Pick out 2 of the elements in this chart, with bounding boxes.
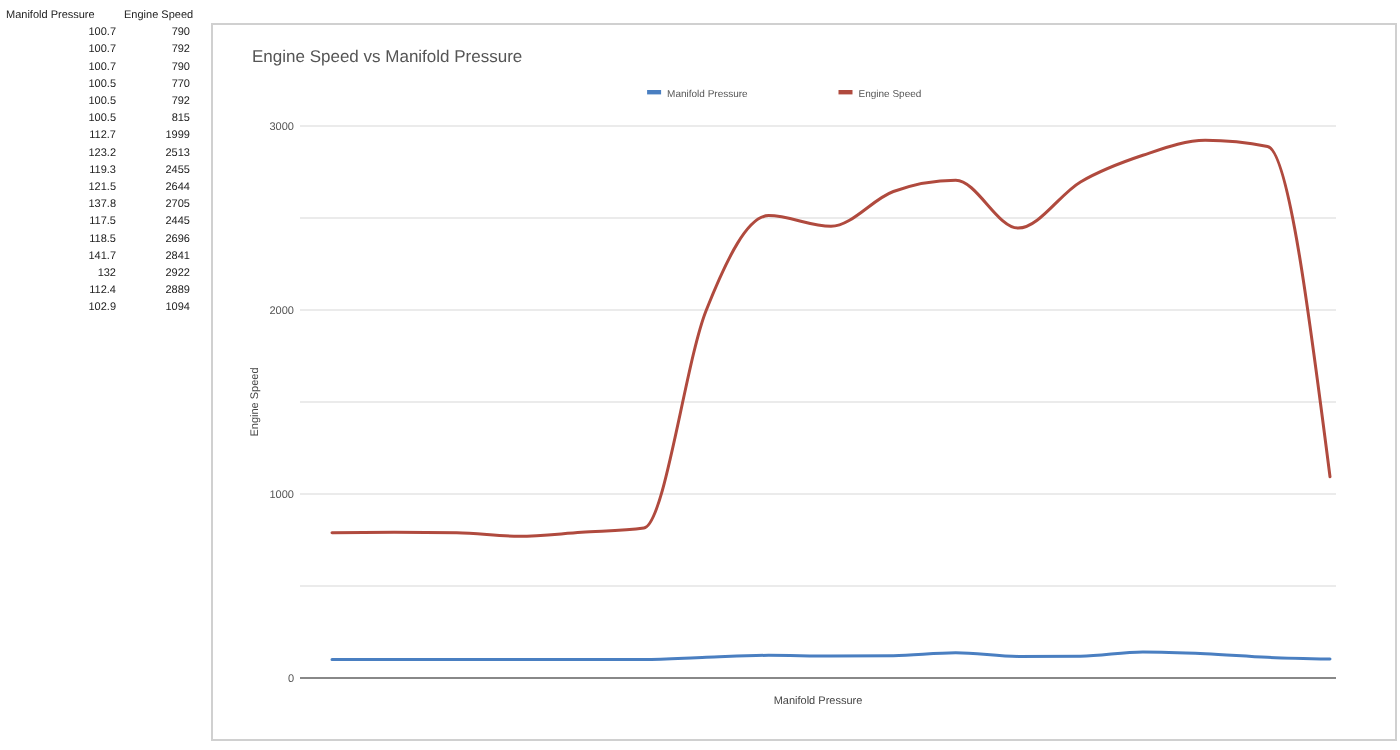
line-series (330, 138, 1332, 538)
chart-title: Engine Speed vs Manifold Pressure (252, 46, 523, 66)
